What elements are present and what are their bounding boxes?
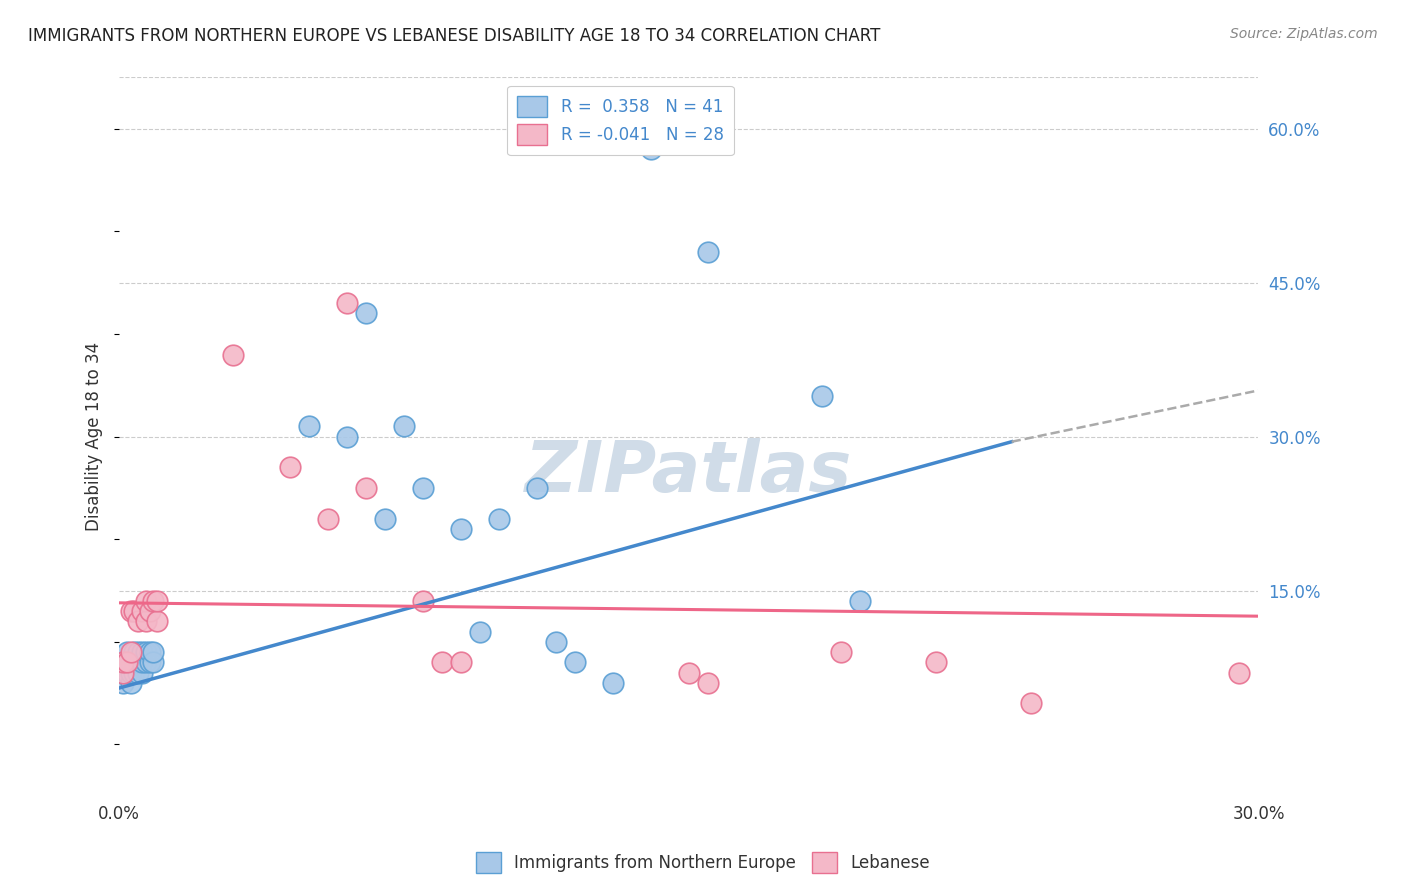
Point bbox=[602, 676, 624, 690]
Point bbox=[298, 419, 321, 434]
Point bbox=[127, 656, 149, 670]
Point bbox=[124, 656, 146, 670]
Point bbox=[678, 665, 700, 680]
Point bbox=[115, 656, 138, 670]
Point bbox=[392, 419, 415, 434]
Point bbox=[640, 142, 662, 156]
Point bbox=[120, 656, 142, 670]
Point bbox=[925, 656, 948, 670]
Point bbox=[830, 645, 852, 659]
Text: IMMIGRANTS FROM NORTHERN EUROPE VS LEBANESE DISABILITY AGE 18 TO 34 CORRELATION : IMMIGRANTS FROM NORTHERN EUROPE VS LEBAN… bbox=[28, 27, 880, 45]
Point bbox=[112, 656, 135, 670]
Point bbox=[127, 615, 149, 629]
Point bbox=[135, 594, 157, 608]
Point bbox=[222, 347, 245, 361]
Point bbox=[468, 624, 491, 639]
Point bbox=[112, 665, 135, 680]
Point bbox=[138, 604, 160, 618]
Point bbox=[374, 511, 396, 525]
Point bbox=[412, 594, 434, 608]
Point bbox=[127, 645, 149, 659]
Legend: R =  0.358   N = 41, R = -0.041   N = 28: R = 0.358 N = 41, R = -0.041 N = 28 bbox=[508, 86, 734, 155]
Point bbox=[120, 665, 142, 680]
Point bbox=[336, 429, 359, 443]
Point bbox=[115, 656, 138, 670]
Point bbox=[354, 306, 377, 320]
Point bbox=[120, 645, 142, 659]
Point bbox=[131, 604, 153, 618]
Text: ZIPatlas: ZIPatlas bbox=[526, 438, 852, 507]
Point bbox=[316, 511, 339, 525]
Point bbox=[696, 676, 718, 690]
Y-axis label: Disability Age 18 to 34: Disability Age 18 to 34 bbox=[86, 342, 103, 531]
Point bbox=[138, 645, 160, 659]
Point bbox=[354, 481, 377, 495]
Point bbox=[115, 665, 138, 680]
Point bbox=[450, 656, 472, 670]
Point bbox=[124, 665, 146, 680]
Point bbox=[131, 656, 153, 670]
Point bbox=[412, 481, 434, 495]
Point bbox=[127, 665, 149, 680]
Point bbox=[1019, 697, 1042, 711]
Point bbox=[146, 594, 169, 608]
Point bbox=[120, 676, 142, 690]
Point bbox=[564, 656, 586, 670]
Point bbox=[135, 615, 157, 629]
Point bbox=[112, 656, 135, 670]
Point bbox=[848, 594, 870, 608]
Point bbox=[120, 604, 142, 618]
Point bbox=[135, 656, 157, 670]
Point bbox=[336, 296, 359, 310]
Point bbox=[138, 656, 160, 670]
Point bbox=[1229, 665, 1251, 680]
Point bbox=[142, 656, 165, 670]
Point bbox=[430, 656, 453, 670]
Point bbox=[544, 635, 567, 649]
Point bbox=[112, 665, 135, 680]
Point bbox=[135, 645, 157, 659]
Point bbox=[146, 615, 169, 629]
Point bbox=[131, 645, 153, 659]
Point bbox=[696, 244, 718, 259]
Point bbox=[488, 511, 510, 525]
Point bbox=[810, 388, 832, 402]
Text: Source: ZipAtlas.com: Source: ZipAtlas.com bbox=[1230, 27, 1378, 41]
Point bbox=[278, 460, 301, 475]
Point bbox=[526, 481, 548, 495]
Point bbox=[142, 594, 165, 608]
Point bbox=[115, 645, 138, 659]
Point bbox=[131, 665, 153, 680]
Point bbox=[450, 522, 472, 536]
Point bbox=[124, 645, 146, 659]
Point bbox=[142, 645, 165, 659]
Point bbox=[124, 604, 146, 618]
Legend: Immigrants from Northern Europe, Lebanese: Immigrants from Northern Europe, Lebanes… bbox=[470, 846, 936, 880]
Point bbox=[112, 676, 135, 690]
